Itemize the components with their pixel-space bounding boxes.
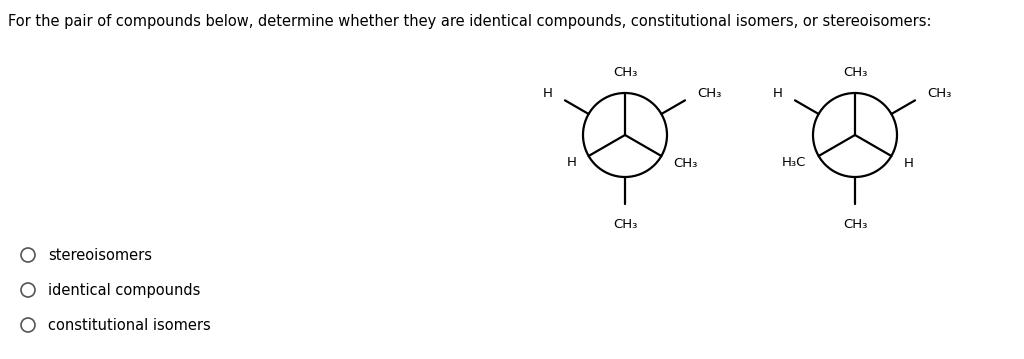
Text: CH₃: CH₃ (612, 218, 637, 231)
Text: CH₃: CH₃ (927, 87, 951, 100)
Text: identical compounds: identical compounds (48, 283, 201, 298)
Text: H₃C: H₃C (782, 157, 807, 169)
Text: H: H (566, 157, 577, 169)
Text: CH₃: CH₃ (612, 66, 637, 79)
Text: stereoisomers: stereoisomers (48, 247, 152, 262)
Text: For the pair of compounds below, determine whether they are identical compounds,: For the pair of compounds below, determi… (8, 14, 932, 29)
Text: H: H (543, 87, 553, 100)
Text: constitutional isomers: constitutional isomers (48, 317, 211, 332)
Text: CH₃: CH₃ (843, 66, 867, 79)
Text: CH₃: CH₃ (843, 218, 867, 231)
Text: H: H (903, 157, 913, 169)
Text: CH₃: CH₃ (697, 87, 722, 100)
Text: CH₃: CH₃ (674, 157, 698, 169)
Text: H: H (773, 87, 783, 100)
